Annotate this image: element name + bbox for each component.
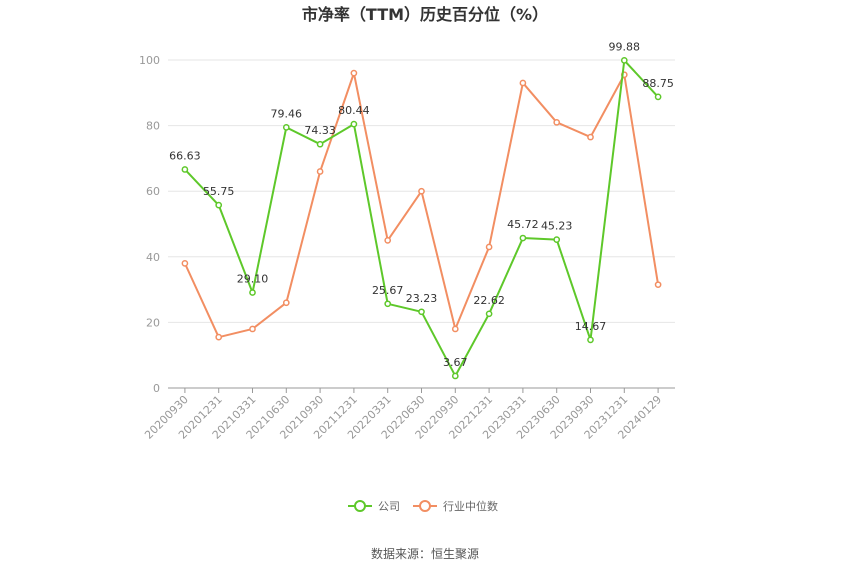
company-point — [384, 300, 392, 308]
company-data-label: 25.67 — [372, 284, 404, 297]
company-point — [282, 124, 290, 131]
industry-point — [282, 299, 290, 307]
legend-item-company[interactable]: 公司 — [348, 500, 400, 513]
company-point — [553, 236, 561, 243]
company-point — [181, 166, 189, 173]
industry-point — [316, 168, 324, 175]
legend-industry-marker — [419, 500, 431, 512]
company-point — [485, 310, 493, 318]
y-tick-label: 60 — [146, 185, 160, 198]
company-data-label: 14.67 — [575, 320, 607, 333]
company-point — [316, 140, 324, 148]
industry-point — [654, 281, 662, 289]
company-point — [215, 201, 223, 209]
y-tick-label: 100 — [139, 54, 160, 67]
company-point — [451, 372, 459, 380]
company-data-label: 55.75 — [203, 185, 235, 198]
company-point — [654, 93, 662, 101]
y-tick-label: 80 — [146, 120, 160, 133]
company-point — [519, 234, 527, 242]
industry-point — [418, 187, 425, 195]
industry-point — [587, 133, 594, 141]
company-data-label: 88.75 — [642, 77, 674, 90]
company-data-label: 23.23 — [406, 292, 438, 305]
industry-point — [485, 243, 493, 251]
industry-point — [451, 325, 459, 333]
industry-point — [249, 325, 256, 333]
series-group — [181, 57, 662, 380]
company-data-label: 66.63 — [169, 149, 201, 162]
legend-company-marker — [354, 500, 366, 512]
industry-point — [215, 333, 223, 341]
legend-item-industry[interactable]: 行业中位数 — [413, 499, 498, 513]
legend: 公司 行业中位数 — [348, 499, 498, 513]
industry-point — [181, 260, 189, 267]
y-axis: 0 20 40 60 80 100 — [139, 54, 160, 395]
industry-point — [519, 79, 527, 87]
company-data-label: 74.33 — [304, 124, 336, 137]
company-data-label: 29.10 — [237, 273, 269, 286]
industry-point — [350, 69, 358, 77]
y-tick-label: 40 — [146, 251, 160, 264]
company-data-label: 45.72 — [507, 218, 539, 231]
industry-point — [384, 237, 392, 244]
company-data-label: 22.62 — [473, 294, 505, 307]
company-point — [350, 120, 358, 128]
company-point — [418, 308, 425, 316]
x-axis: 2020093020201231202103312021063020210930… — [142, 387, 675, 442]
company-data-label: 79.46 — [271, 107, 303, 120]
source-text: 数据来源：恒生聚源 — [371, 546, 479, 561]
chart-title: 市净率（TTM）历史百分位（%） — [302, 5, 548, 24]
company-data-label: 99.88 — [609, 40, 641, 53]
y-tick-label: 20 — [146, 316, 160, 329]
company-point — [249, 289, 256, 296]
company-data-label: 45.23 — [541, 220, 573, 233]
legend-industry-label: 行业中位数 — [443, 499, 498, 513]
company-data-label: 80.44 — [338, 104, 370, 117]
y-tick-label: 0 — [153, 382, 160, 395]
company-point — [587, 336, 594, 344]
legend-company-label: 公司 — [378, 500, 400, 513]
company-point — [620, 57, 628, 64]
industry-point — [553, 118, 561, 126]
company-data-label: 3.67 — [443, 356, 468, 369]
